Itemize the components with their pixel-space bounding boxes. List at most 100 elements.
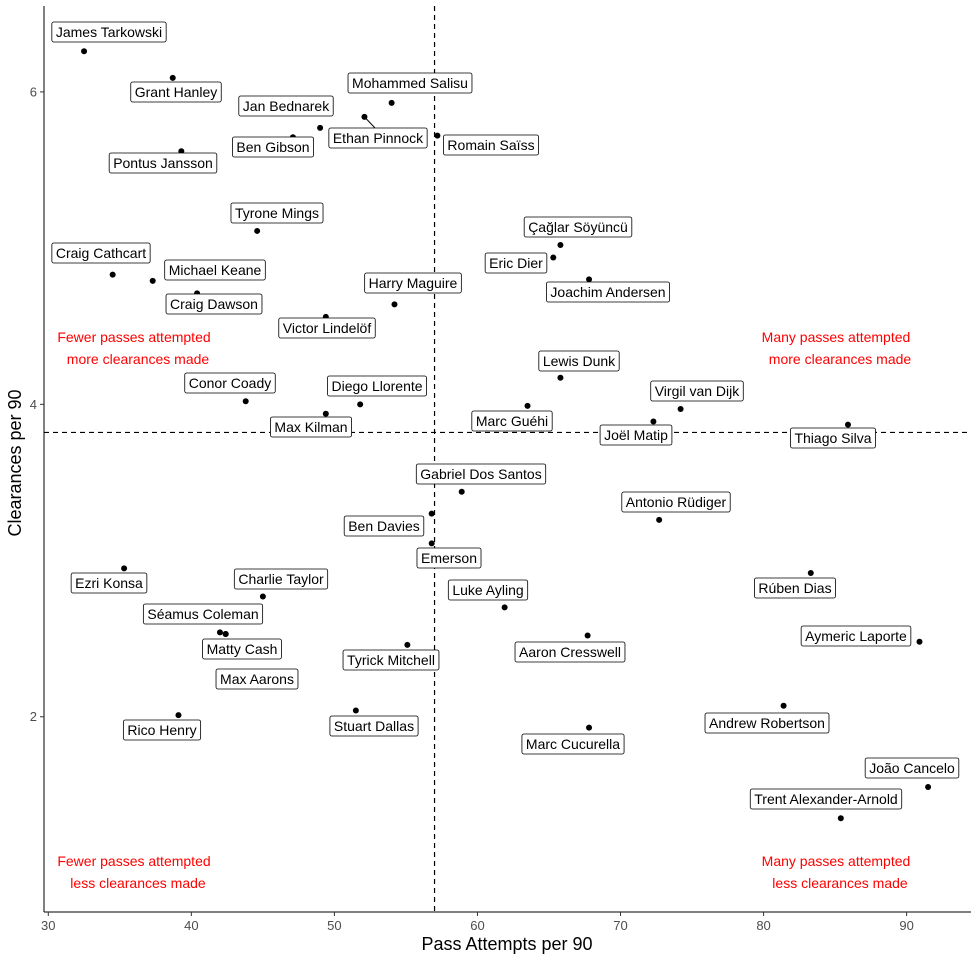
point-label-max-aarons: Max Aarons — [215, 668, 299, 690]
point-label-grant-hanley: Grant Hanley — [130, 81, 222, 103]
quadrant-label-line1: Fewer passes attempted — [57, 853, 210, 869]
label-box — [51, 242, 151, 264]
point-label-pontus-jansson: Pontus Jansson — [108, 152, 218, 174]
point-eric-dier — [550, 254, 557, 261]
point-label-marc-guehi: Marc Guéhi — [471, 410, 553, 432]
label-text: Harry Maguire — [369, 275, 458, 291]
point-label-ruben-dias: Rúben Dias — [754, 577, 836, 599]
point-label-aymeric-laporte: Aymeric Laporte — [800, 625, 912, 647]
point-gabriel-dos-santos — [458, 488, 465, 495]
label-text: Aymeric Laporte — [805, 628, 907, 644]
point-label-max-kilman: Max Kilman — [270, 416, 352, 438]
point-labels: James Tarkowski Grant Hanley Mohammed Sali… — [51, 21, 960, 810]
label-box — [443, 134, 539, 156]
point-label-craig-dawson: Craig Dawson — [165, 293, 263, 315]
point-label-ben-davies: Ben Davies — [343, 515, 425, 537]
point-mohammed-salisu — [388, 99, 395, 106]
x-axis-title: Pass Attempts per 90 — [421, 934, 592, 954]
label-text: Ben Davies — [348, 518, 420, 534]
point-label-diego-llorente: Diego Llorente — [327, 375, 427, 397]
point-diego-llorente — [357, 401, 364, 408]
label-box — [364, 272, 462, 294]
point-label-luke-ayling: Luke Ayling — [447, 579, 529, 601]
label-text: Antonio Rüdiger — [626, 494, 727, 510]
point-label-emerson: Emerson — [416, 547, 482, 569]
y-axis-title: Clearances per 90 — [5, 389, 25, 536]
label-box — [864, 757, 960, 779]
x-tick-label: 30 — [41, 918, 55, 933]
x-tick-label: 50 — [327, 918, 341, 933]
point-label-rico-henry: Rico Henry — [122, 719, 202, 741]
point-label-tyrone-mings: Tyrone Mings — [230, 202, 324, 224]
point-label-conor-coady: Conor Coady — [184, 372, 276, 394]
point-lewis-dunk — [557, 374, 564, 381]
point-aymeric-laporte — [916, 638, 923, 645]
point-label-michael-keane: Michael Keane — [164, 259, 266, 281]
label-box — [754, 577, 836, 599]
point-label-antonio-rudiger: Antonio Rüdiger — [621, 491, 731, 513]
label-text: Séamus Coleman — [147, 606, 258, 622]
label-text: Jan Bednarek — [243, 98, 330, 114]
label-text: Emerson — [421, 550, 477, 566]
quadrant-label-line2: less clearances made — [70, 875, 206, 891]
label-text: Rúben Dias — [758, 580, 831, 596]
x-ticks: 30 40 50 60 70 80 90 — [41, 912, 914, 933]
point-romain-saiss — [434, 132, 441, 139]
quadrant-label-top-right: Many passes attempted more clearances mad… — [762, 329, 912, 367]
label-box — [238, 95, 334, 117]
label-box — [329, 715, 419, 737]
label-box — [142, 603, 264, 625]
label-text: Joël Matip — [604, 427, 668, 443]
label-box — [621, 491, 731, 513]
point-andrew-robertson — [780, 702, 787, 709]
point-label-harry-maguire: Harry Maguire — [364, 272, 462, 294]
label-box — [165, 293, 263, 315]
point-marc-cucurella — [586, 724, 593, 731]
point-joel-matip — [650, 418, 657, 425]
label-text: Trent Alexander-Arnold — [754, 791, 897, 807]
label-box — [202, 638, 282, 660]
point-luke-ayling — [501, 604, 508, 611]
label-text: Conor Coady — [189, 375, 272, 391]
label-box — [514, 641, 626, 663]
x-tick-label: 40 — [184, 918, 198, 933]
point-label-ben-gibson: Ben Gibson — [232, 136, 314, 158]
quadrant-label-line1: Many passes attempted — [762, 329, 911, 345]
point-label-joel-matip: Joël Matip — [599, 424, 673, 446]
label-text: Grant Hanley — [135, 84, 217, 100]
reference-lines — [44, 6, 971, 912]
quadrant-label-line1: Fewer passes attempted — [57, 329, 210, 345]
label-text: Luke Ayling — [452, 582, 523, 598]
label-box — [447, 579, 529, 601]
label-text: Virgil van Dijk — [655, 383, 741, 399]
point-joao-cancelo — [925, 784, 932, 791]
label-box — [108, 152, 218, 174]
label-text: Çağlar Söyüncü — [528, 219, 628, 235]
label-text: Max Aarons — [220, 671, 294, 687]
quadrant-label-line1: Many passes attempted — [762, 853, 911, 869]
y-tick-label: 2 — [30, 709, 37, 724]
point-label-stuart-dallas: Stuart Dallas — [329, 715, 419, 737]
label-text: Craig Dawson — [170, 296, 258, 312]
label-box — [51, 21, 167, 43]
label-text: Aaron Cresswell — [519, 644, 621, 660]
x-tick-label: 90 — [899, 918, 913, 933]
point-aaron-cresswell — [584, 632, 591, 639]
label-box — [521, 733, 625, 755]
label-text: Charlie Taylor — [238, 571, 324, 587]
point-label-charlie-taylor: Charlie Taylor — [233, 568, 329, 590]
label-box — [270, 416, 352, 438]
point-james-tarkowski — [81, 48, 88, 55]
point-conor-coady — [242, 398, 249, 405]
label-text: Ethan Pinnock — [333, 130, 424, 146]
label-box — [650, 380, 744, 402]
label-text: Tyrick Mitchell — [347, 652, 435, 668]
label-box — [599, 424, 673, 446]
point-jan-bednarek — [317, 124, 324, 131]
point-harry-maguire — [391, 301, 398, 308]
point-label-seamus-coleman: Séamus Coleman — [142, 603, 264, 625]
label-box — [327, 375, 427, 397]
point-label-james-tarkowski: James Tarkowski — [51, 21, 167, 43]
label-box — [704, 712, 830, 734]
